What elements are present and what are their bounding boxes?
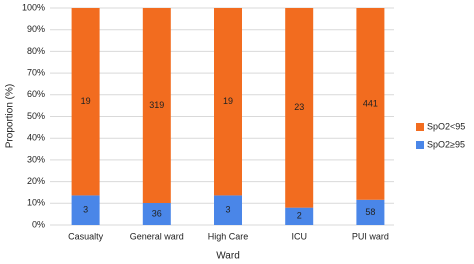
bar-segment xyxy=(71,8,100,196)
legend-label: SpO2<95 xyxy=(427,121,465,131)
y-tick-label: 10% xyxy=(27,198,45,208)
x-tick-label: Casualty xyxy=(68,231,104,241)
y-tick-label: 70% xyxy=(27,67,45,77)
bar-segment xyxy=(142,202,171,225)
data-label: 3 xyxy=(83,205,88,215)
bar-segment xyxy=(214,8,242,196)
bar-segment xyxy=(356,8,385,200)
y-tick-label: 0% xyxy=(32,219,45,229)
y-tick-label: 90% xyxy=(27,24,45,34)
data-label: 2 xyxy=(297,211,302,221)
data-label: 23 xyxy=(294,102,304,112)
y-axis-title: Proportion (%) xyxy=(5,84,16,148)
x-axis-title: Ward xyxy=(216,251,240,262)
y-tick-label: 50% xyxy=(27,111,45,121)
x-tick-label: ICU xyxy=(291,231,307,241)
data-label: 441 xyxy=(363,98,378,108)
data-label: 319 xyxy=(149,100,164,110)
y-tick-label: 60% xyxy=(27,89,45,99)
bar-segment xyxy=(142,8,171,203)
legend-label: SpO2≥95 xyxy=(427,139,465,149)
legend-swatch xyxy=(416,123,424,131)
y-tick-label: 30% xyxy=(27,154,45,164)
data-label: 19 xyxy=(81,96,91,106)
bar-segment xyxy=(285,8,314,208)
legend-swatch xyxy=(416,141,424,149)
x-tick-label: PUI ward xyxy=(352,231,389,241)
x-tick-label: General ward xyxy=(130,231,184,241)
data-label: 36 xyxy=(152,208,162,218)
data-label: 19 xyxy=(223,96,233,106)
x-tick-label: High Care xyxy=(208,231,249,241)
y-tick-label: 80% xyxy=(27,46,45,56)
bar-segment xyxy=(356,199,385,225)
bar-segment xyxy=(214,195,242,225)
bar-segment xyxy=(285,207,314,225)
bar-segment xyxy=(71,195,100,225)
data-label: 58 xyxy=(365,207,375,217)
y-tick-label: 40% xyxy=(27,133,45,143)
data-label: 3 xyxy=(225,205,230,215)
y-tick-label: 100% xyxy=(22,2,45,12)
y-tick-label: 20% xyxy=(27,176,45,186)
